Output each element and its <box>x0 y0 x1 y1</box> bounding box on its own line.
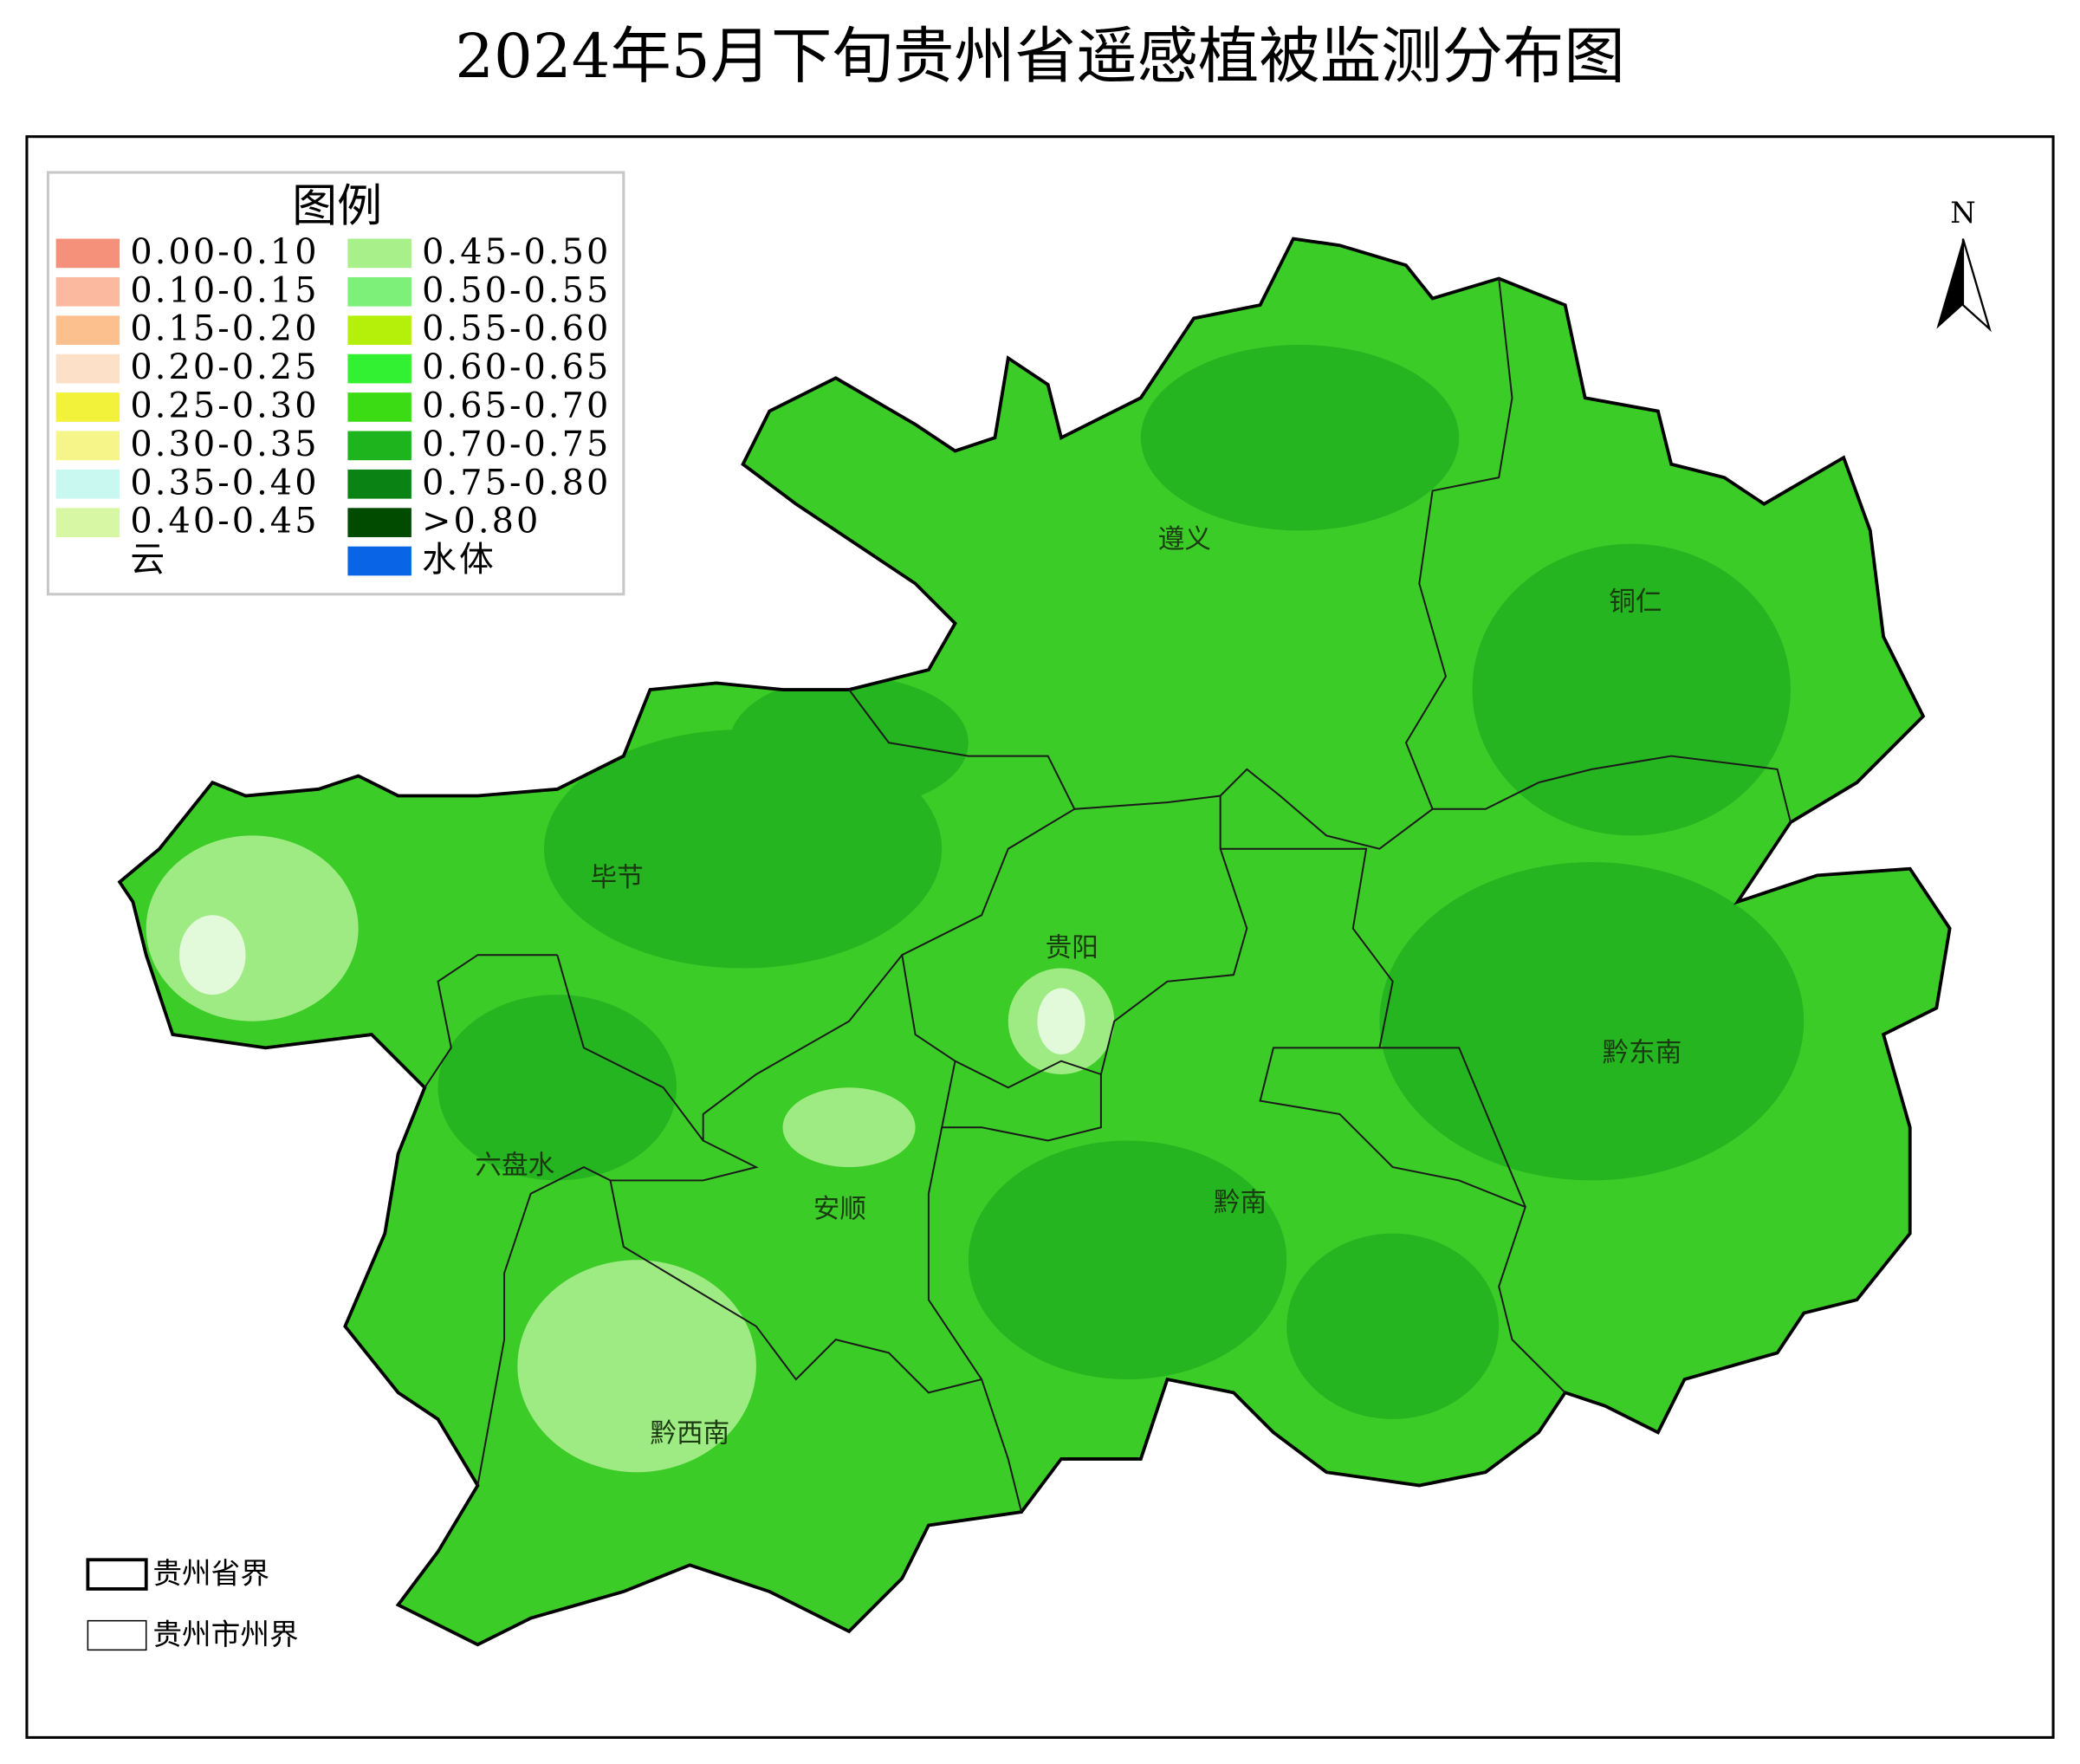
north-label: N <box>1950 196 1975 230</box>
boundary-label: 贵州市州界 <box>152 1618 298 1651</box>
legend-swatch <box>347 546 411 576</box>
region-label: 黔南 <box>1214 1188 1267 1218</box>
legend-swatch <box>347 469 411 499</box>
legend-label: 0.40-0.45 <box>130 502 319 542</box>
legend-title: 图例 <box>292 180 382 232</box>
legend-label: 0.50-0.55 <box>422 270 611 310</box>
legend-swatch <box>55 469 120 499</box>
province-boundary-swatch <box>86 1558 148 1591</box>
legend-label: 0.55-0.60 <box>422 309 611 349</box>
legend-swatch <box>347 353 411 384</box>
map-title: 2024年5月下旬贵州省遥感植被监测分布图 <box>455 21 1624 92</box>
legend-label: 0.60-0.65 <box>422 347 611 387</box>
legend-swatch <box>55 431 120 461</box>
legend-label: 0.70-0.75 <box>422 425 611 464</box>
city-boundaries <box>424 278 1792 1513</box>
legend-label: 0.45-0.50 <box>422 232 611 272</box>
region-label: 安顺 <box>813 1195 866 1225</box>
legend-swatch <box>55 276 120 307</box>
legend-swatch <box>347 238 411 269</box>
legend-label: 水体 <box>422 540 496 580</box>
legend-label: 0.65-0.70 <box>422 386 611 425</box>
region-label: 贵阳 <box>1046 933 1098 963</box>
region-label: 铜仁 <box>1609 587 1662 618</box>
legend-label: >0.80 <box>422 502 541 542</box>
legend-swatch <box>347 276 411 307</box>
legend-label: 云 <box>130 540 167 580</box>
region-label: 黔东南 <box>1603 1038 1682 1068</box>
region-label: 六盘水 <box>475 1151 554 1181</box>
city-boundary-swatch <box>87 1619 147 1651</box>
legend-box <box>46 171 625 596</box>
region-label: 黔西南 <box>650 1418 729 1449</box>
legend-label: 0.00-0.10 <box>130 232 319 272</box>
north-arrow: N <box>1936 196 1992 333</box>
legend-label: 0.15-0.20 <box>130 309 319 349</box>
legend-swatch <box>55 238 120 269</box>
legend-label: 0.10-0.15 <box>130 270 319 310</box>
legend-swatch <box>347 431 411 461</box>
legend: 图例 0.00-0.100.10-0.150.15-0.200.20-0.250… <box>46 171 625 596</box>
legend-swatch <box>347 508 411 537</box>
legend-label: 0.20-0.25 <box>130 347 319 387</box>
legend-swatch <box>55 353 120 384</box>
legend-label: 0.75-0.80 <box>422 463 611 503</box>
legend-label: 0.35-0.40 <box>130 463 319 503</box>
legend-swatch <box>55 392 120 422</box>
boundary-legend: 贵州省界 贵州市州界 <box>86 1557 299 1651</box>
region-label: 毕节 <box>591 863 644 893</box>
legend-label: 0.25-0.30 <box>130 386 319 425</box>
legend-swatch <box>55 508 120 537</box>
legend-swatch <box>347 315 411 346</box>
legend-swatch <box>347 392 411 422</box>
legend-label: 0.30-0.35 <box>130 425 319 464</box>
boundary-label: 贵州省界 <box>152 1557 269 1591</box>
legend-swatch <box>55 315 120 346</box>
legend-swatch <box>55 546 120 576</box>
region-label: 遵义 <box>1158 525 1211 555</box>
map-frame <box>25 135 2055 1739</box>
